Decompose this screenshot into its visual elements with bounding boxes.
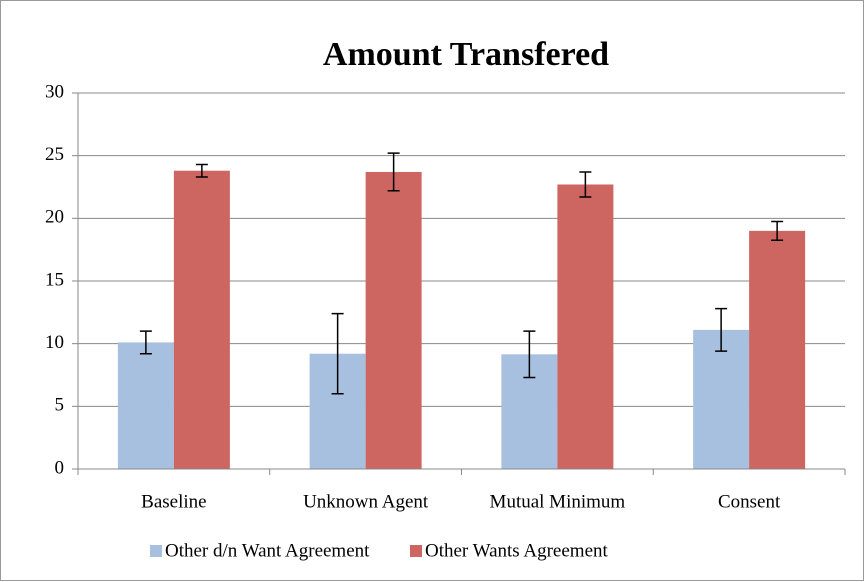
legend-label: Other d/n Want Agreement [165,540,370,561]
x-tick-label: Baseline [141,491,206,512]
error-bar [715,307,728,352]
x-tick-label: Consent [718,491,781,512]
error-bar [139,330,152,355]
y-tick-label: 20 [45,207,64,228]
x-tick-label: Mutual Minimum [490,491,626,512]
y-tick-label: 0 [55,457,65,478]
bar [365,171,422,469]
bar [749,230,806,469]
y-tick-label: 25 [45,144,64,165]
error-bar [387,152,400,192]
legend-swatch [410,545,422,557]
bar [557,184,614,469]
y-tick-label: 15 [45,269,64,290]
bar [693,329,750,469]
error-bar [523,330,536,379]
error-bar [195,163,208,178]
x-tick-label: Unknown Agent [303,491,429,512]
y-tick-label: 30 [45,81,64,102]
bar [173,170,230,469]
error-bar [331,312,344,395]
error-bar [771,220,784,242]
error-bar [579,171,592,198]
y-tick-label: 10 [45,332,64,353]
bar [117,342,174,469]
chart-title: Amount Transfered [323,36,609,73]
legend-swatch [150,545,162,557]
legend-label: Other Wants Agreement [425,540,609,561]
y-tick-label: 5 [55,395,65,416]
